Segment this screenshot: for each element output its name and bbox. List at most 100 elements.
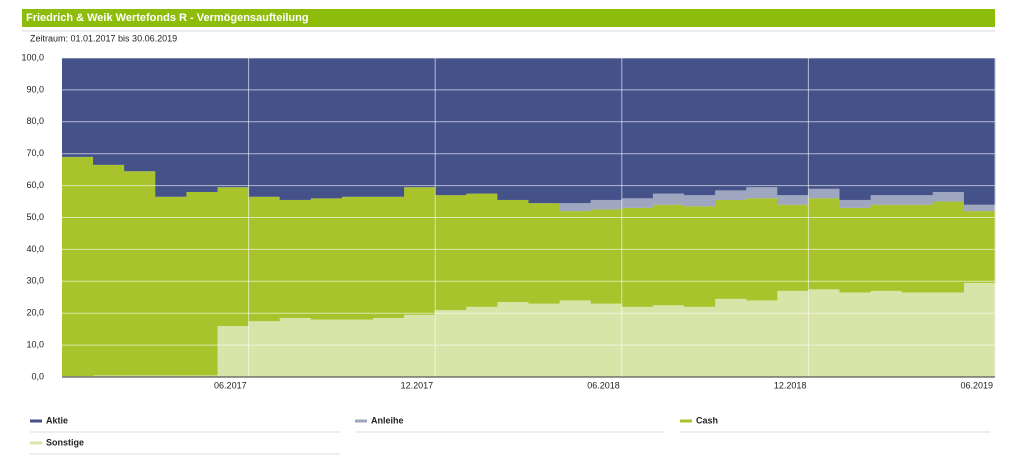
area-segment (186, 191, 218, 376)
area-segment (124, 171, 156, 376)
y-tick-label: 100,0 (21, 52, 44, 62)
legend-label: Anleihe (371, 415, 404, 425)
area-segment (652, 305, 685, 377)
area-segment (652, 204, 685, 306)
area-segment (901, 58, 934, 196)
area-segment (373, 58, 405, 197)
legend: Aktie Anleihe Cash Sonstige (30, 415, 990, 455)
x-tick-label: 06.2017 (214, 380, 247, 390)
area-segment (497, 58, 529, 200)
area-segment (590, 303, 623, 377)
area-segment (279, 199, 312, 318)
area-segment (155, 196, 187, 376)
area-segment (373, 317, 405, 377)
area-segment (932, 201, 965, 293)
area-segment (155, 58, 187, 197)
y-tick-label: 60,0 (26, 180, 44, 190)
legend-label: Aktie (46, 415, 68, 425)
area-segment (839, 58, 872, 200)
y-tick-label: 70,0 (26, 148, 44, 158)
area-segment (621, 198, 654, 208)
area-segment (746, 300, 778, 377)
area-segment (186, 375, 218, 377)
area-segment (870, 58, 903, 196)
area-segment (652, 58, 685, 194)
area-segment (621, 207, 654, 307)
area-segment (124, 375, 156, 377)
y-tick-label: 40,0 (26, 244, 44, 254)
x-tick-label: 12.2018 (774, 380, 807, 390)
area-segment (93, 375, 125, 377)
area-segment (901, 292, 934, 377)
y-tick-label: 50,0 (26, 212, 44, 222)
area-segment (528, 303, 561, 377)
area-segment (839, 207, 872, 293)
area-segment (466, 306, 498, 377)
area-segment (341, 319, 374, 377)
area-segment (932, 191, 965, 202)
area-segment (559, 211, 592, 301)
x-tick-label: 06.2018 (587, 380, 620, 390)
area-segment (310, 319, 343, 377)
area-segment (870, 290, 903, 377)
area-segment (559, 300, 592, 377)
y-tick-label: 0,0 (31, 371, 44, 381)
area-segment (715, 58, 747, 191)
area-segment (93, 58, 125, 165)
area-segment (839, 292, 872, 377)
area-segment (715, 190, 747, 200)
area-segment (746, 58, 778, 188)
area-segment (590, 199, 623, 210)
area-segment (963, 204, 996, 212)
area-segment (839, 199, 872, 208)
y-tick-label: 20,0 (26, 308, 44, 318)
area-segment (341, 196, 374, 320)
area-segment (155, 375, 187, 377)
area-segment (777, 290, 809, 377)
area-segment (466, 58, 498, 194)
area-segment (404, 187, 436, 315)
area-segment (621, 306, 654, 377)
area-segment (963, 282, 996, 377)
chart-title: Friedrich & Weik Wertefonds R - Vermögen… (26, 12, 309, 24)
area-segment (870, 195, 903, 205)
area-segment (404, 314, 436, 377)
area-segment (808, 289, 840, 377)
area-segment (963, 58, 996, 205)
area-segment (746, 187, 778, 199)
area-segment (963, 211, 996, 283)
area-segment (901, 204, 934, 293)
area-segment (466, 193, 498, 307)
area-segment (217, 325, 250, 377)
area-segment (777, 195, 809, 205)
area-segment (684, 306, 716, 377)
area-segment (186, 58, 218, 192)
area-segment (590, 58, 623, 200)
area-segment (684, 195, 716, 207)
area-segment (590, 209, 623, 304)
area-segment (621, 58, 654, 199)
area-segment (652, 193, 685, 205)
area-segment (870, 204, 903, 291)
area-segment (93, 164, 125, 376)
overlay: 0,0 10,0 20,0 30,0 40,0 50,0 60,0 70,0 80,0 90,0 1… (21, 52, 996, 390)
area-segment (932, 58, 965, 192)
area-segment (559, 203, 592, 212)
area-segment (901, 195, 934, 205)
area-segment (684, 206, 716, 307)
area-segment (248, 58, 281, 197)
area-segment (808, 58, 840, 189)
x-tick-label: 06.2019 (960, 380, 993, 390)
area-segment (559, 58, 592, 204)
x-tick-label: 12.2017 (401, 380, 434, 390)
area-segment (279, 317, 312, 377)
area-segment (777, 58, 809, 196)
area-segment (435, 195, 467, 311)
area-segment (932, 292, 965, 377)
chart-subtitle: Zeitraum: 01.01.2017 bis 30.06.2019 (30, 33, 177, 43)
legend-label: Cash (696, 415, 718, 425)
area-segment (715, 298, 747, 377)
legend-label: Sonstige (46, 437, 84, 447)
y-tick-label: 10,0 (26, 339, 44, 349)
